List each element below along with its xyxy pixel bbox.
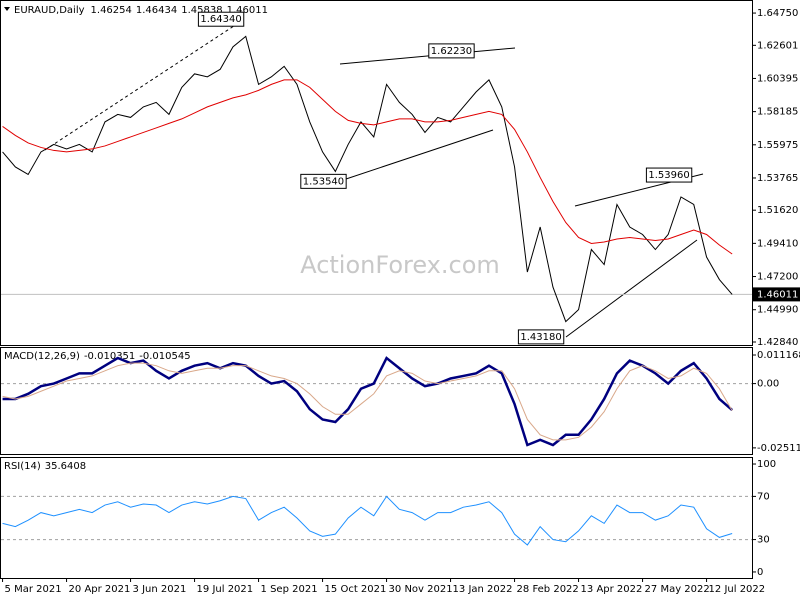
y-tick-label: 1.44990: [757, 305, 798, 316]
y-tick-label: 1.47200: [757, 272, 798, 283]
y-tick-label: 1.51620: [757, 205, 798, 216]
y-tick-label: 0.011168: [757, 350, 800, 361]
trend-line: [339, 47, 516, 65]
y-tick-label: 1.55975: [757, 140, 798, 151]
x-tick-label: 28 Feb 2022: [517, 584, 579, 595]
x-tick-label: 15 Oct 2021: [325, 584, 387, 595]
macd-header: MACD(12,26,9) -0.010351 -0.010545: [4, 351, 191, 362]
y-tick-label: 1.49410: [757, 238, 798, 249]
annotation-box: [428, 43, 475, 59]
symbol: EURAUD,Daily: [14, 5, 85, 16]
high: 1.46434: [136, 5, 177, 16]
y-tick-label: 100: [757, 459, 776, 470]
annotation-box: [197, 11, 245, 27]
rsi-header: RSI(14) 35.6408: [4, 461, 86, 472]
trend-line: [339, 129, 494, 182]
rsi-title: RSI(14): [4, 461, 41, 472]
macd-panel: [0, 347, 753, 455]
series-line: [2, 35, 733, 323]
close: 1.46011: [227, 5, 268, 16]
annotation-box: [300, 173, 347, 189]
x-tick-label: 30 Nov 2021: [389, 584, 453, 595]
price-annotation: 1.62230: [431, 46, 472, 57]
watermark: ActionForex.com: [300, 251, 500, 279]
y-tick-label: 30: [757, 535, 770, 546]
price-panel: [0, 0, 753, 346]
price-annotation: 1.53960: [648, 170, 689, 181]
trend-line: [565, 239, 698, 338]
collapse-icon: [4, 7, 10, 11]
macd-title: MACD(12,26,9): [4, 351, 80, 362]
x-tick-label: 19 Jul 2021: [197, 584, 254, 595]
y-tick-label: 0: [757, 567, 763, 578]
low: 1.45838: [181, 5, 222, 16]
y-tick-label: 1.58185: [757, 107, 798, 118]
price-annotation: 1.64340: [200, 14, 241, 25]
last-price-box: [752, 287, 800, 302]
last-price-label: 1.46011: [757, 289, 798, 300]
annotation-box: [645, 167, 693, 183]
macd-value: -0.010351: [84, 351, 135, 362]
x-tick-label: 1 Sep 2021: [261, 584, 318, 595]
series-line: [2, 356, 733, 447]
x-tick-label: 13 Apr 2022: [581, 584, 643, 595]
x-tick-label: 3 Jun 2021: [133, 584, 187, 595]
rsi-panel: [0, 457, 753, 579]
series-line: [2, 79, 733, 255]
price-annotation: 1.53540: [303, 176, 344, 187]
y-tick-label: 1.42840: [757, 337, 798, 348]
x-tick-label: 12 Jul 2022: [709, 584, 766, 595]
y-tick-label: 1.62601: [757, 40, 798, 51]
series-line: [2, 495, 733, 546]
annotation-box: [517, 329, 565, 345]
x-tick-label: 13 Jan 2022: [453, 584, 513, 595]
y-tick-label: 1.60395: [757, 73, 798, 84]
y-tick-label: 1.64750: [757, 8, 798, 19]
price-header: EURAUD,Daily 1.46254 1.46434 1.45838 1.46011: [14, 5, 268, 16]
y-tick-label: 70: [757, 491, 770, 502]
series-line: [2, 362, 733, 441]
y-tick-label: -0.025117: [757, 443, 800, 454]
open: 1.46254: [91, 5, 132, 16]
x-tick-label: 27 May 2022: [645, 584, 710, 595]
signal-value: -0.010545: [139, 351, 190, 362]
x-tick-label: 20 Apr 2021: [69, 584, 131, 595]
rsi-value: 35.6408: [45, 461, 86, 472]
price-annotation: 1.43180: [520, 332, 561, 343]
y-tick-label: 0.00: [757, 379, 779, 390]
x-tick-label: 5 Mar 2021: [5, 584, 62, 595]
y-tick-label: 1.53765: [757, 173, 798, 184]
